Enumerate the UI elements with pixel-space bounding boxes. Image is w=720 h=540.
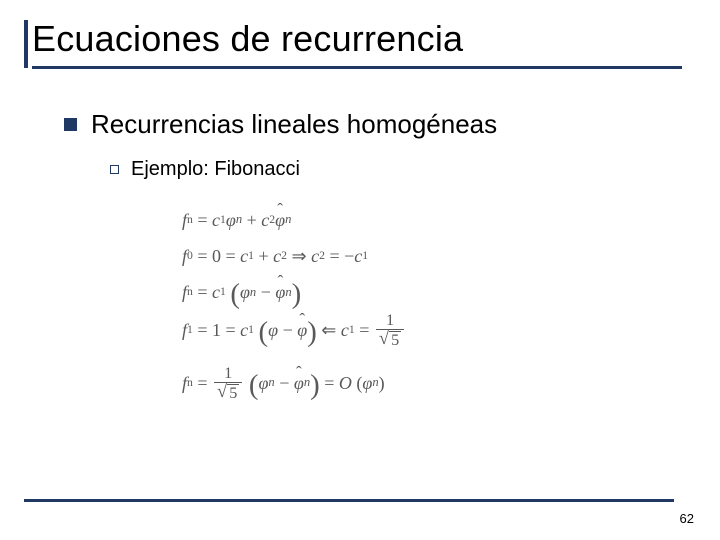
bullet-level-2: Ejemplo: Fibonacci: [64, 158, 696, 181]
bullet-1-text: Recurrencias lineales homogéneas: [91, 109, 497, 140]
math-gap: [182, 351, 696, 365]
square-bullet-icon: [64, 118, 77, 131]
page-number: 62: [680, 511, 694, 526]
math-line-3: fn = c1 ( φn − φn ): [182, 275, 696, 309]
math-line-5: fn = 1 √5 ( φn − φn ) = O (φn): [182, 365, 696, 402]
bottom-rule: [24, 499, 674, 502]
math-line-4: f1 = 1 = c1 ( φ − φ ) ⇐ c1 = 1 √5: [182, 312, 696, 349]
slide-title: Ecuaciones de recurrencia: [32, 18, 696, 60]
math-line-2: f0 = 0 = c1 + c2 ⇒ c2 = −c1: [182, 239, 696, 273]
slide: Ecuaciones de recurrencia Recurrencias l…: [0, 0, 720, 540]
math-block: fn = c1 φn + c2 φn f0 = 0 = c1 + c2 ⇒ c2…: [64, 203, 696, 402]
math-line-1: fn = c1 φn + c2 φn: [182, 203, 696, 237]
title-block: Ecuaciones de recurrencia: [24, 18, 696, 79]
slide-body: Recurrencias lineales homogéneas Ejemplo…: [24, 79, 696, 402]
bullet-level-1: Recurrencias lineales homogéneas: [64, 109, 696, 140]
bullet-2-text: Ejemplo: Fibonacci: [131, 158, 300, 181]
square-outline-bullet-icon: [110, 165, 119, 174]
title-left-bar: [24, 20, 28, 68]
title-underline: [32, 66, 682, 69]
